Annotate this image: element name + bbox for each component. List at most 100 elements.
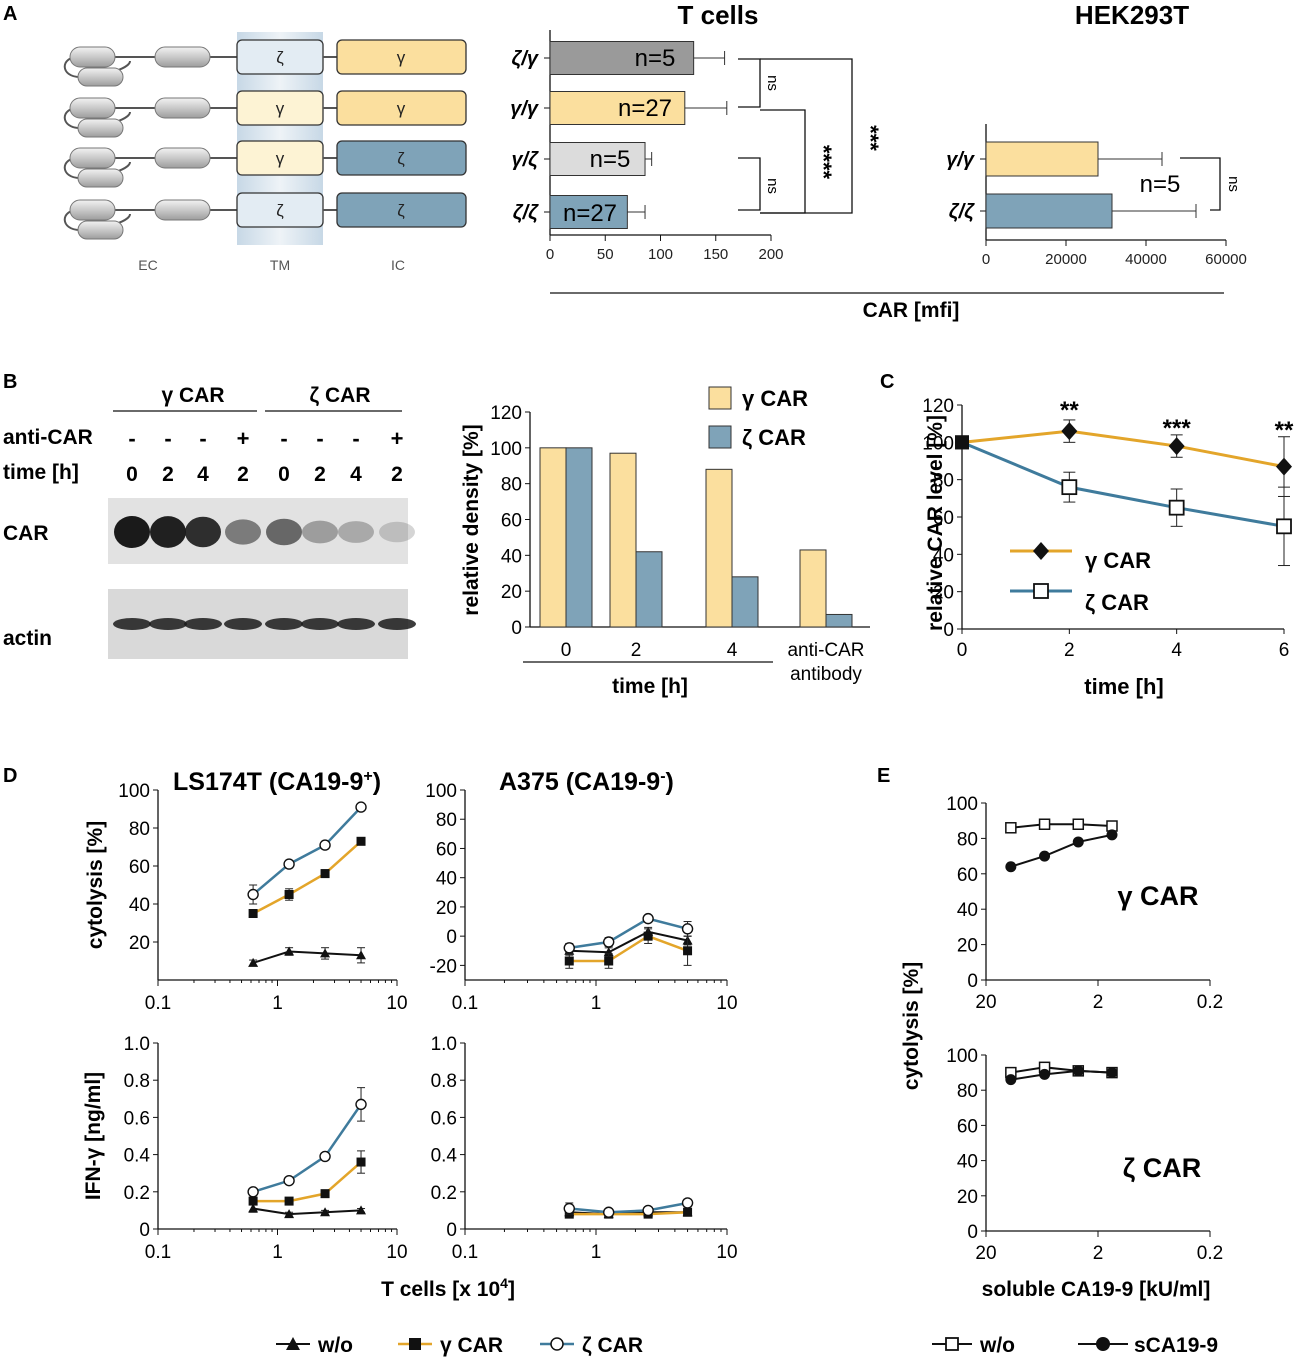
data-point <box>1005 822 1017 834</box>
car-band <box>150 516 186 548</box>
category-label: ζ/ζ <box>949 201 975 223</box>
density-bar-chart: 0 20 40 60 80 100 120 0 2 4 anti-CAR antibody time [… <box>460 386 870 698</box>
bar <box>985 141 1099 177</box>
data-point <box>1276 518 1292 535</box>
title-a375: A375 (CA19-9-) <box>499 768 674 796</box>
vl-domain <box>69 46 116 68</box>
y-tick-label: 1.0 <box>431 1034 457 1055</box>
legend-filled-circle <box>1096 1337 1110 1351</box>
tm-label: γ <box>276 149 285 168</box>
significance-mark: *** <box>1163 415 1192 442</box>
panel-letter-c: C <box>880 371 894 393</box>
x-tick-label: 20 <box>975 1243 996 1264</box>
data-point <box>602 1206 615 1218</box>
vh-domain <box>77 118 124 138</box>
data-point <box>320 1189 330 1199</box>
x-tick-label: 10 <box>386 993 407 1014</box>
x-tick-label: 2 <box>1093 992 1104 1013</box>
y-tick-label: 100 <box>425 781 457 802</box>
data-point <box>248 1203 259 1213</box>
data-point <box>1038 818 1051 830</box>
time-value: 2 <box>391 463 403 486</box>
data-point <box>1072 818 1085 830</box>
data-point <box>683 946 693 956</box>
x-category-label: 2 <box>631 640 642 661</box>
data-point <box>642 912 654 925</box>
actin-band <box>301 618 339 630</box>
y-tick-label: 40 <box>933 545 954 566</box>
legend-square-marker <box>409 1338 421 1350</box>
data-point <box>1039 850 1051 862</box>
car-band <box>114 516 150 548</box>
y-tick-label: 80 <box>129 819 150 840</box>
series-line <box>569 930 688 954</box>
actin-band <box>378 618 416 630</box>
y-tick-label: 0.4 <box>124 1146 151 1167</box>
significance-mark: ** <box>1060 397 1079 424</box>
series-line <box>253 1161 362 1203</box>
density-bar <box>539 447 567 628</box>
n-annotation: n=5 <box>635 45 676 72</box>
x-tick-label: 150 <box>703 246 728 263</box>
y-tick-label: 0 <box>967 1222 978 1243</box>
y-tick-label: 0 <box>511 618 522 639</box>
car-band <box>266 518 302 546</box>
anti-car-sign: - <box>199 426 206 451</box>
x-tick-label: 50 <box>597 246 614 263</box>
data-point <box>248 957 259 967</box>
car-schematic: ζ γγ γγ ζζ ζ EC TM IC <box>63 32 467 273</box>
y-tick-label: 40 <box>501 546 522 567</box>
car-band <box>302 520 338 544</box>
x-tick-label: 0.1 <box>145 993 171 1014</box>
bracket-three-star <box>760 58 853 214</box>
bar <box>549 195 628 229</box>
panel-letter-e: E <box>877 765 890 787</box>
time-value: 2 <box>237 463 249 486</box>
series-line <box>961 429 1285 469</box>
series-line <box>252 1103 363 1193</box>
y-tick-label: 80 <box>957 829 978 850</box>
data-point <box>642 1204 654 1217</box>
data-point <box>1168 437 1185 456</box>
y-tick-label: 80 <box>501 475 522 496</box>
series-line <box>569 934 688 963</box>
legend-diamond <box>1033 542 1049 560</box>
data-point <box>1061 422 1078 441</box>
y-tick-label: 60 <box>129 857 150 878</box>
data-point <box>563 942 575 954</box>
blot-label-time: time [h] <box>3 461 79 484</box>
y-tick-label: 80 <box>436 810 457 831</box>
y-tick-label: 100 <box>946 1046 978 1067</box>
sig-ns-bottom: ns <box>764 178 781 194</box>
x-tick-label: 1 <box>272 993 283 1014</box>
data-point <box>604 956 614 966</box>
data-point <box>563 1202 575 1215</box>
x-tick-label: 1 <box>272 1242 283 1263</box>
data-point <box>643 931 653 941</box>
car-level-line-chart: 0 20 40 60 80 100 120 0 2 4 6 time [h] relative CAR … <box>922 396 1294 699</box>
sig-ns-hek: ns <box>1225 176 1242 192</box>
data-point <box>248 1196 258 1206</box>
x-tick-label: 0 <box>957 640 968 661</box>
x-tick-label: 6 <box>1279 640 1290 661</box>
actin-band <box>113 618 151 630</box>
x-axis-label: time [h] <box>1084 674 1163 699</box>
data-point <box>681 1197 694 1209</box>
y-tick-label: 0.8 <box>431 1071 457 1092</box>
actin-band <box>224 618 262 630</box>
y-tick-label: 0.8 <box>124 1071 150 1092</box>
data-point <box>955 435 969 450</box>
data-point <box>1072 836 1084 848</box>
x-tick-label: 0.1 <box>145 1242 171 1263</box>
x-tick-label: 10 <box>716 993 737 1014</box>
data-point <box>247 1186 259 1198</box>
data-point <box>564 956 574 966</box>
y-tick-label: 100 <box>946 794 978 815</box>
chart-title: T cells <box>678 0 759 30</box>
